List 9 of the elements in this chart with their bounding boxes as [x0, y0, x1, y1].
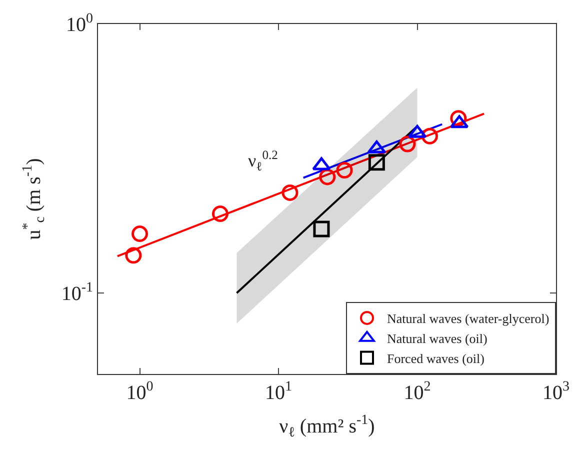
legend-label: Forced waves (oil)	[387, 350, 484, 366]
x-tick-label: 10$^{3}$	[542, 380, 570, 404]
x-tick-label: 10$^{1}$	[265, 380, 292, 404]
x-tick-label: 10$^{0}$	[126, 380, 154, 404]
legend-label: Natural waves (oil)	[387, 330, 488, 346]
y-tick-label: 10$^{-1}$	[61, 280, 93, 306]
x-axis-title: ν$_{ℓ}$ (mm² s$^{-1}$)	[279, 413, 375, 441]
x-tick-label: 10$^{2}$	[404, 380, 431, 404]
legend-label: Natural waves (water-glycerol)	[387, 311, 550, 326]
